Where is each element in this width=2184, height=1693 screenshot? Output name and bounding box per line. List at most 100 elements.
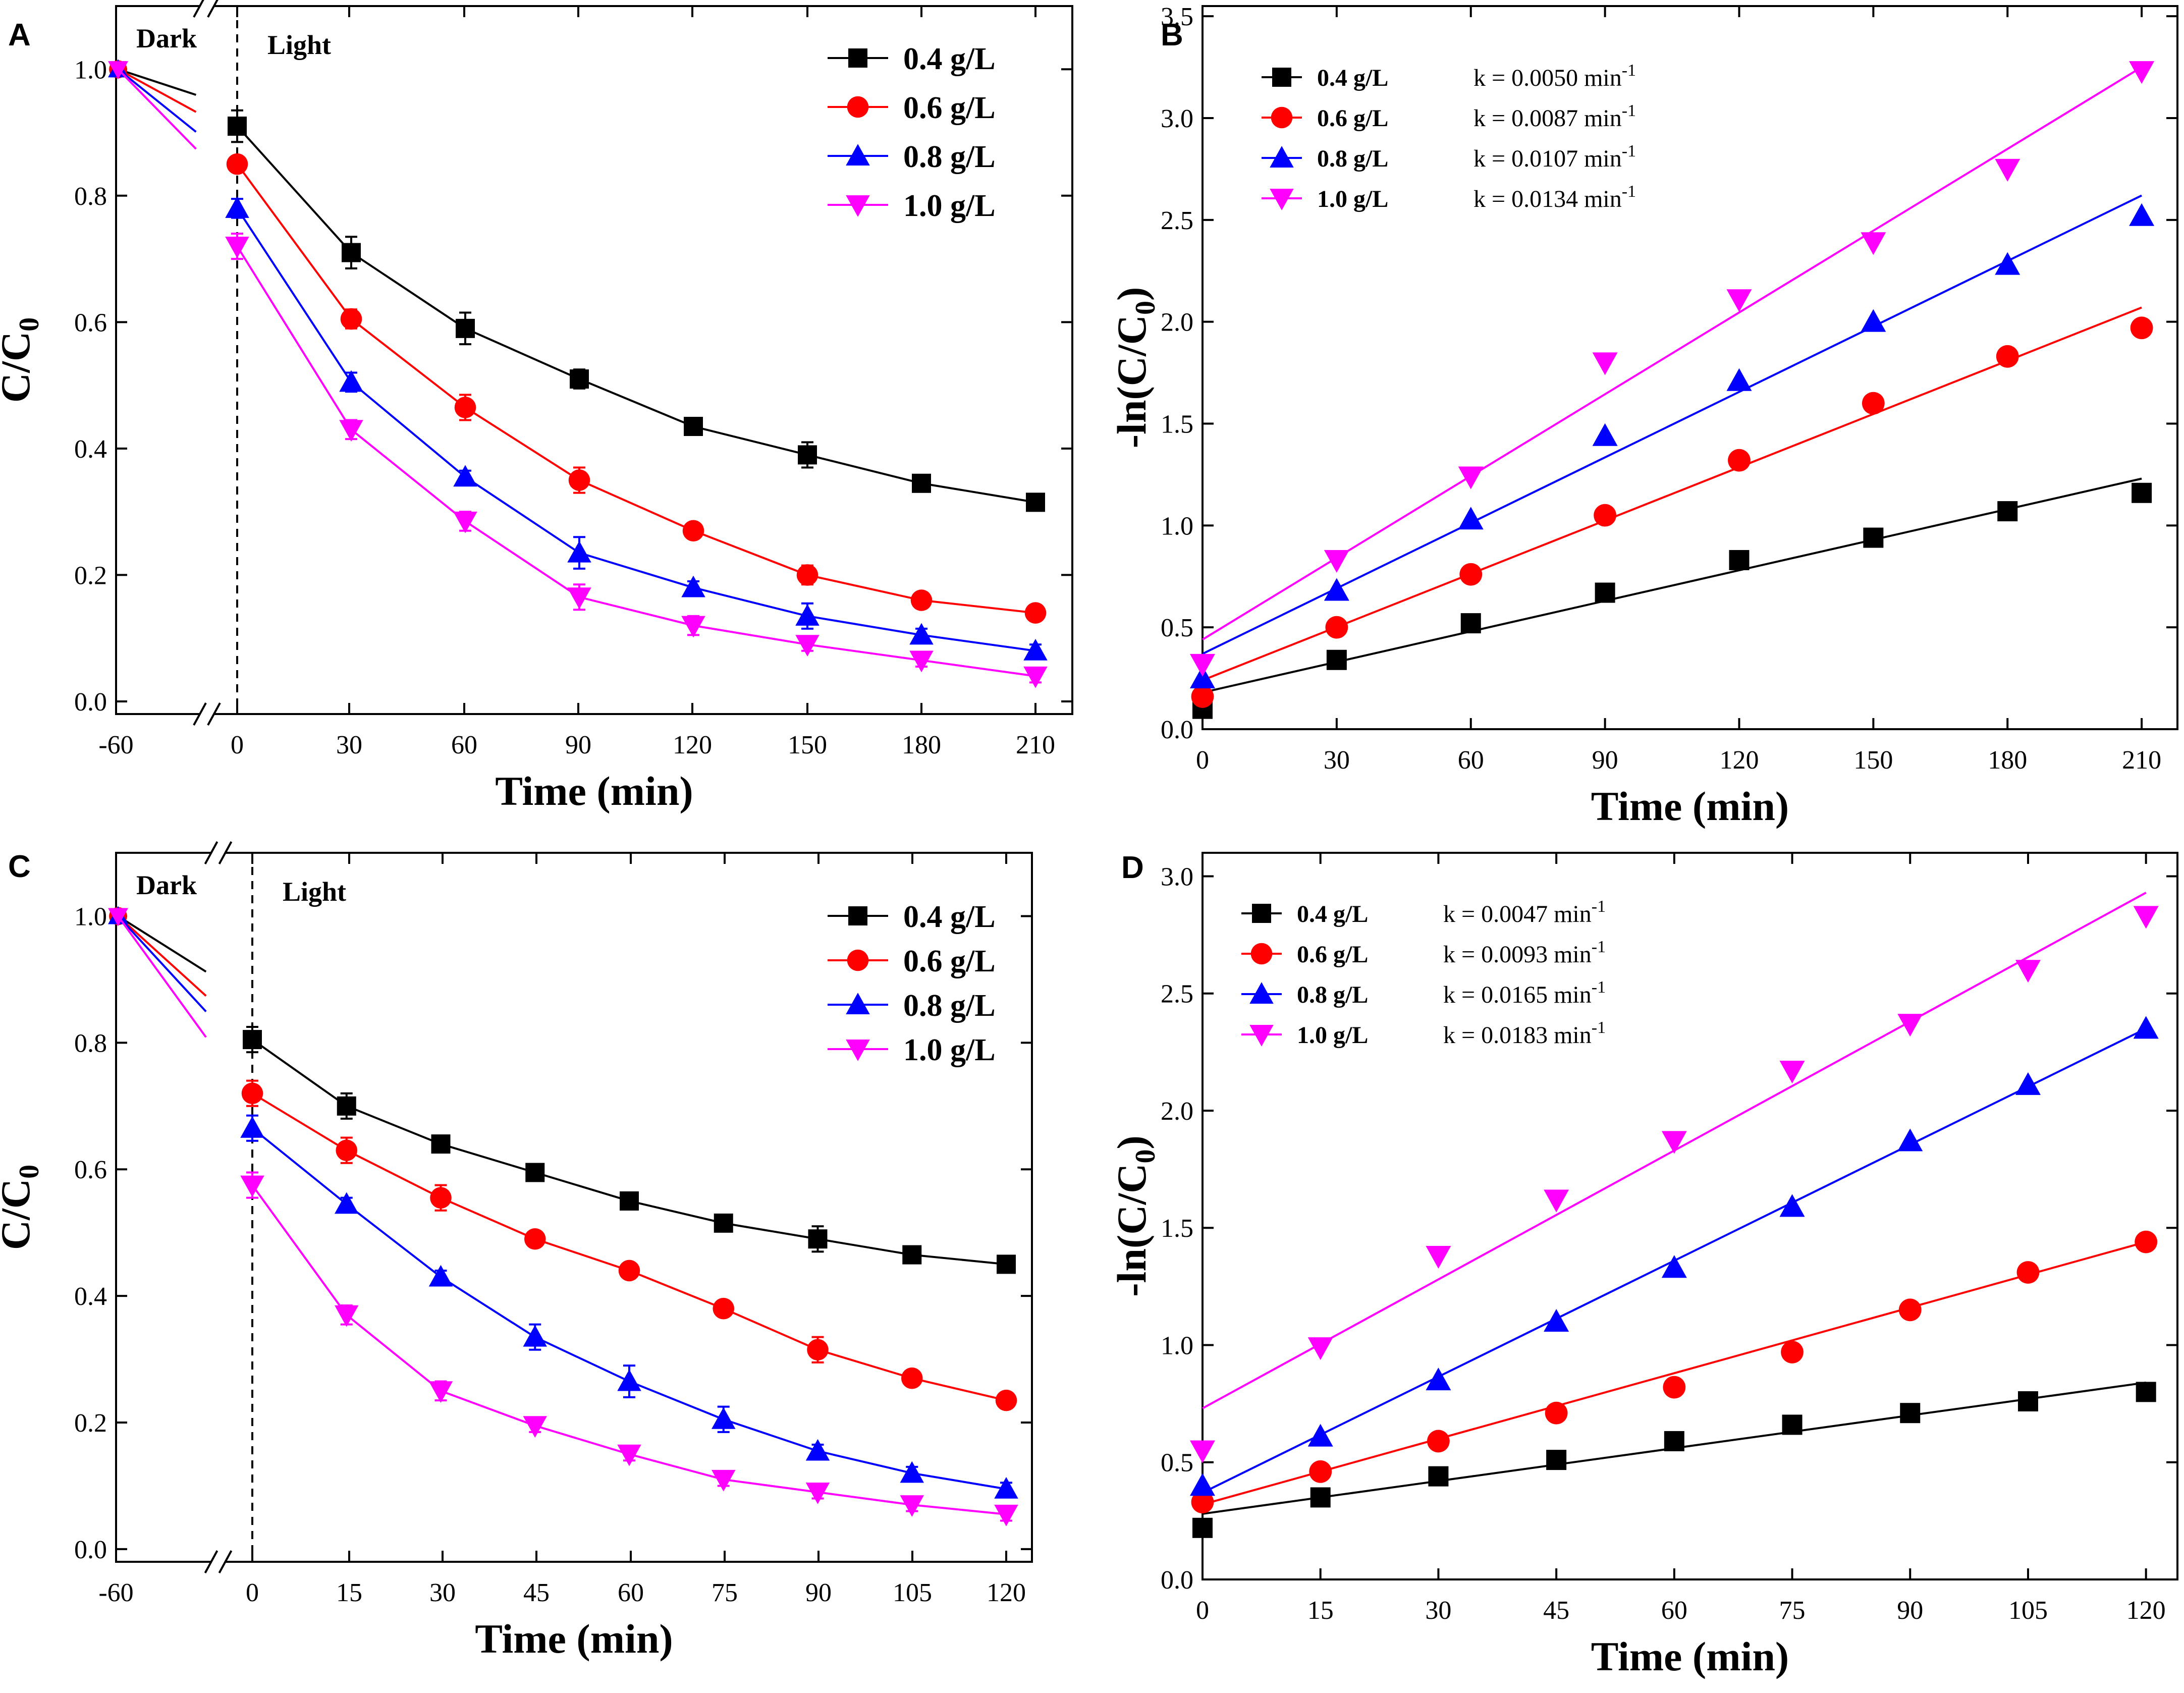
x-tick-label: 60: [451, 731, 477, 759]
data-point: [1191, 685, 1214, 708]
y-tick-label: 3.0: [1161, 104, 1193, 133]
data-point: [1726, 289, 1752, 312]
y-tick-label: 0.4: [74, 1282, 107, 1311]
legend-label: 1.0 g/L: [1297, 1022, 1368, 1049]
data-point: [2016, 1261, 2040, 1284]
rate-constant-exponent: -1: [1592, 938, 1606, 956]
series-0-6-g-L: [1191, 1230, 2158, 1514]
data-point: [340, 308, 362, 330]
data-point: [909, 623, 934, 645]
data-point: [1310, 1487, 1331, 1508]
legend: 0.4 g/L k = 0.0047 min-10.6 g/L k = 0.0093…: [1241, 897, 1606, 1049]
data-point: [1326, 649, 1347, 670]
data-point: [1324, 550, 1349, 573]
legend: 0.4 g/L k = 0.0050 min-10.6 g/L k = 0.0087…: [1262, 61, 1636, 212]
data-point: [1726, 368, 1752, 391]
axis-break-mark: [207, 0, 219, 18]
series-line: [236, 125, 1036, 504]
data-point: [430, 1187, 452, 1209]
legend-label: 0.8 g/L: [903, 989, 996, 1023]
data-point: [1307, 1424, 1333, 1447]
data-point: [808, 1229, 828, 1249]
light-label: Light: [267, 30, 331, 60]
data-point: [453, 465, 477, 487]
fit-line: [1202, 194, 2142, 655]
y-tick-label: 0.0: [1161, 716, 1193, 744]
legend-marker: [1271, 106, 1293, 129]
legend-label: 1.0 g/L: [1317, 186, 1388, 212]
data-point: [909, 650, 934, 673]
data-point: [997, 1254, 1016, 1274]
data-point: [2136, 1382, 2156, 1402]
x-tick-label: 0: [231, 731, 244, 759]
rate-constant-text: k = 0.0134 min: [1473, 186, 1622, 212]
data-point: [1863, 527, 1884, 548]
legend: 0.4 g/L 0.6 g/L 0.8 g/L 1.0 g/L: [828, 900, 996, 1067]
series-1-0-g-L: [108, 908, 1018, 1526]
data-point: [225, 196, 249, 218]
data-point: [713, 1297, 735, 1320]
y-tick-label: 2.5: [1161, 206, 1193, 235]
data-point: [1897, 1128, 1923, 1152]
data-point: [428, 1265, 453, 1287]
data-point: [1546, 1450, 1567, 1470]
x-tick-label: -60: [98, 1578, 133, 1607]
axis-break-gap: [211, 850, 226, 856]
data-point: [1426, 1368, 1451, 1391]
x-tick-label: 180: [902, 731, 941, 759]
x-tick-label: 45: [523, 1578, 550, 1607]
data-point: [339, 420, 363, 442]
data-point: [454, 397, 476, 418]
data-point: [681, 575, 705, 597]
y-tick-label: 1.5: [1161, 410, 1193, 439]
series-line: [236, 163, 1036, 614]
data-point: [570, 369, 589, 389]
data-point: [1023, 638, 1048, 661]
series-0-6-g-L: [1191, 306, 2153, 708]
data-point: [1460, 613, 1481, 634]
legend-marker: [1270, 146, 1294, 168]
data-point: [1781, 1341, 1804, 1363]
data-point: [240, 1175, 264, 1197]
data-point: [712, 1469, 736, 1492]
series-0-8-g-L: [1190, 194, 2155, 689]
rate-constant-text: k = 0.0183 min: [1443, 1022, 1592, 1049]
data-point: [1897, 1014, 1923, 1037]
panel-C: C 0.0 0.2 0.4 0.6 0.8 1.0 -60 0 15 30 45 60 75 90 105 12…: [0, 841, 1033, 1662]
dark-phase-line: [117, 915, 207, 1012]
data-point: [1995, 158, 2021, 182]
legend-label: 0.4 g/L: [903, 42, 996, 76]
series-1-0-g-L: [1190, 61, 2155, 677]
data-point: [1997, 501, 2018, 522]
data-point: [1663, 1376, 1686, 1399]
data-point: [108, 908, 128, 926]
series-0-4-g-L: [1192, 1381, 2156, 1538]
data-point: [524, 1228, 546, 1250]
data-point: [2129, 203, 2155, 226]
x-tick-label: 210: [1016, 731, 1055, 759]
series-1-0-g-L: [108, 61, 1048, 688]
data-point: [1898, 1298, 1922, 1322]
rate-constant-exponent: -1: [1622, 101, 1636, 120]
axis-break-mark: [193, 0, 204, 18]
panel-label: D: [1121, 850, 1144, 885]
rate-constant-text: k = 0.0165 min: [1443, 981, 1592, 1008]
x-tick-label: 15: [336, 1578, 362, 1607]
y-axis-title-main: C/C: [0, 332, 38, 403]
series-line: [236, 245, 1036, 677]
x-tick-label: 105: [893, 1578, 932, 1607]
plot-frame: [1202, 852, 2178, 1580]
y-axis-title-tail: ): [1109, 1135, 1155, 1149]
rate-constant-label: k = 0.0050 min-1: [1473, 61, 1636, 91]
data-point: [1426, 1245, 1451, 1269]
rate-constant-text: k = 0.0107 min: [1473, 145, 1622, 172]
data-point: [567, 540, 591, 563]
data-point: [523, 1416, 547, 1438]
data-point: [1545, 1401, 1568, 1425]
x-tick-label: 210: [2122, 746, 2161, 775]
y-tick-label: 0.6: [74, 308, 107, 337]
dark-phase-line: [117, 915, 207, 997]
data-point: [2015, 960, 2041, 983]
data-point: [900, 1495, 924, 1517]
data-point: [795, 604, 820, 626]
